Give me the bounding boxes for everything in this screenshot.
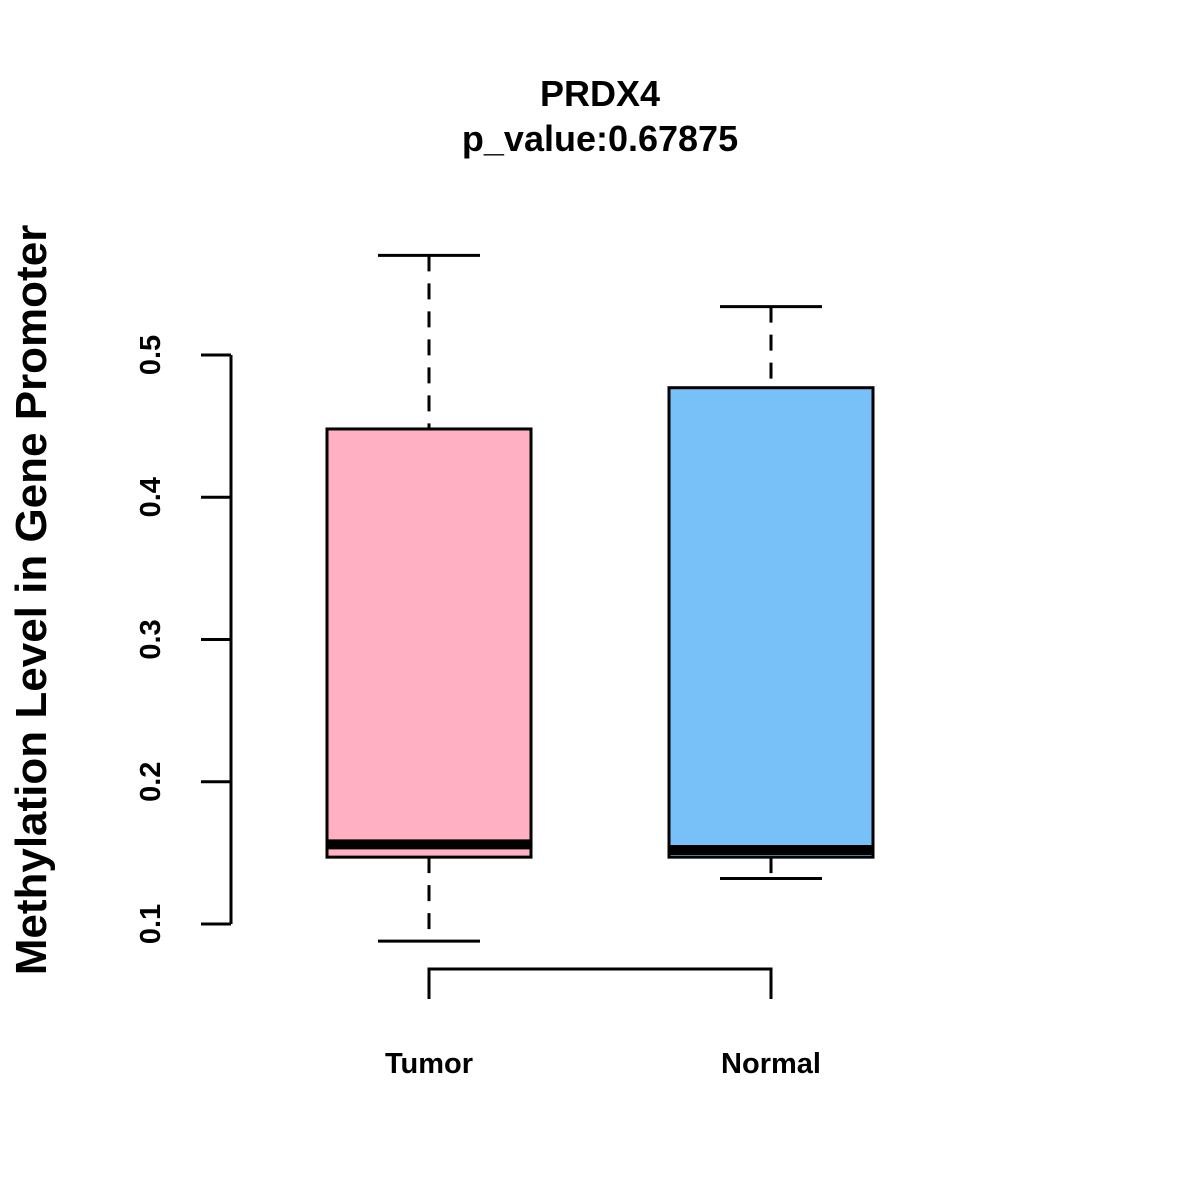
y-tick-label: 0.3 bbox=[135, 619, 167, 659]
comparison-bracket bbox=[427, 967, 773, 999]
x-axis-labels: Tumor Normal bbox=[385, 1048, 821, 1080]
box-rect bbox=[325, 427, 533, 859]
boxes-group bbox=[325, 253, 875, 943]
y-axis: 0.1 0.2 0.3 0.4 0.5 bbox=[135, 335, 233, 944]
x-label-normal: Normal bbox=[721, 1048, 821, 1080]
chart-title: PRDX4 bbox=[540, 73, 660, 114]
box-rect bbox=[667, 386, 875, 859]
chart-subtitle: p_value:0.67875 bbox=[462, 118, 738, 159]
y-tick-label: 0.1 bbox=[135, 904, 167, 944]
box-tumor bbox=[325, 253, 533, 943]
box-normal bbox=[667, 305, 875, 880]
bracket-path bbox=[427, 967, 773, 999]
x-label-tumor: Tumor bbox=[385, 1048, 473, 1080]
y-tick-label: 0.4 bbox=[135, 477, 167, 517]
y-axis-label: Methylation Level in Gene Promoter bbox=[7, 225, 56, 976]
y-tick-label: 0.5 bbox=[135, 335, 167, 375]
y-tick-label: 0.2 bbox=[135, 762, 167, 802]
